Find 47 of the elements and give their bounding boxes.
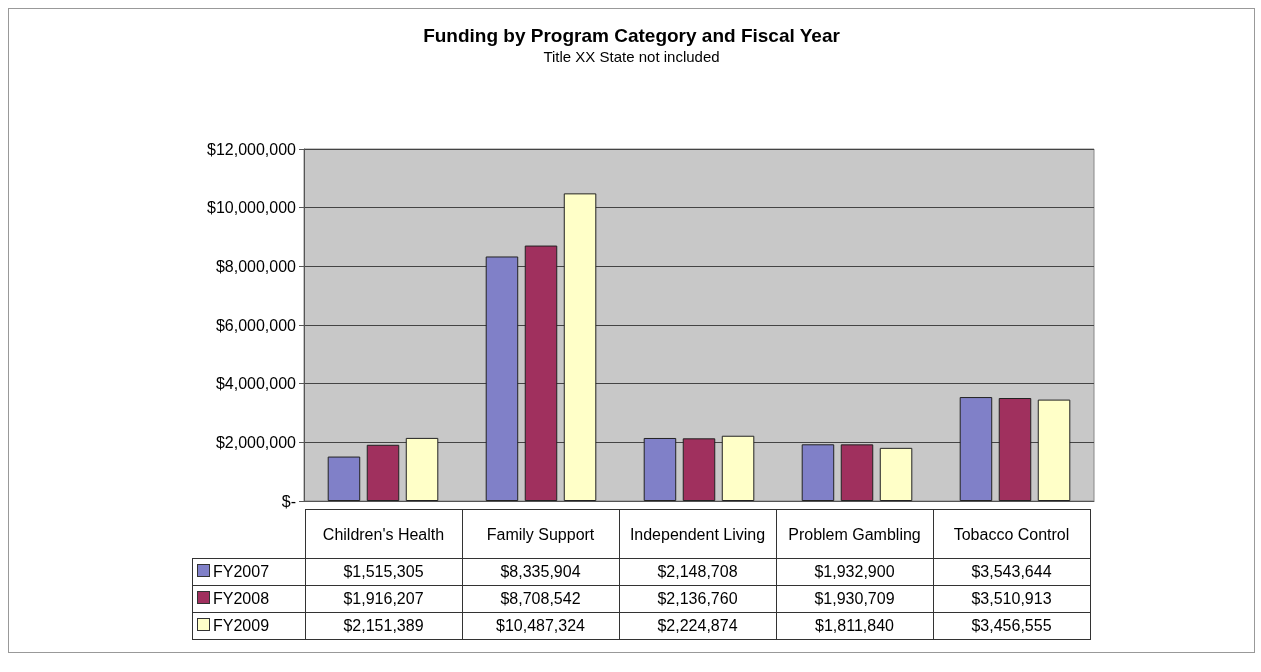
bar: [998, 398, 1032, 501]
data-label: $3,543,644: [933, 558, 1090, 586]
x-tick-label: Problem Gambling: [776, 509, 933, 559]
data-label: $2,224,874: [619, 612, 776, 640]
data-label: $3,456,555: [933, 612, 1090, 640]
legend-label: FY2008: [192, 585, 305, 613]
bar: [485, 256, 519, 501]
data-label: $1,515,305: [305, 558, 462, 586]
data-label: $2,151,389: [305, 612, 462, 640]
bar: [643, 437, 677, 501]
bar: [879, 447, 913, 501]
bar: [327, 456, 361, 501]
data-label: $10,487,324: [462, 612, 619, 640]
chart-subtitle: Title XX State not included: [543, 48, 720, 65]
bar: [366, 444, 400, 501]
y-tick-label: $4,000,000: [215, 375, 297, 393]
bar: [721, 435, 755, 501]
data-label: $1,932,900: [776, 558, 933, 586]
y-tick-label: $-: [281, 492, 296, 510]
x-tick-label: Children's Health: [305, 509, 462, 559]
chart-title: Funding by Program Category and Fiscal Year: [423, 25, 841, 46]
data-label: $2,148,708: [619, 558, 776, 586]
bar: [801, 444, 835, 501]
data-label: $1,916,207: [305, 585, 462, 613]
x-tick-label: Tobacco Control: [933, 509, 1090, 559]
y-tick-label: $2,000,000: [215, 433, 297, 451]
legend-label: FY2009: [192, 612, 305, 640]
data-label: $1,811,840: [776, 612, 933, 640]
y-tick-label: $10,000,000: [207, 199, 297, 217]
data-label: $1,930,709: [776, 585, 933, 613]
y-tick-label: $8,000,000: [215, 257, 297, 275]
data-label: $8,335,904: [462, 558, 619, 586]
bar: [563, 193, 597, 501]
bar: [959, 397, 993, 501]
x-tick-label: Family Support: [462, 509, 619, 559]
bar: [1037, 399, 1071, 501]
data-label: $8,708,542: [462, 585, 619, 613]
legend-label: FY2007: [192, 558, 305, 586]
y-tick-label: $6,000,000: [215, 316, 297, 334]
bar: [405, 437, 439, 501]
bar: [840, 444, 874, 501]
bar: [524, 245, 558, 501]
y-tick-label: $12,000,000: [207, 140, 297, 158]
bar: [682, 438, 716, 501]
data-label: $3,510,913: [933, 585, 1090, 613]
x-tick-label: Independent Living: [619, 509, 776, 559]
data-label: $2,136,760: [619, 585, 776, 613]
